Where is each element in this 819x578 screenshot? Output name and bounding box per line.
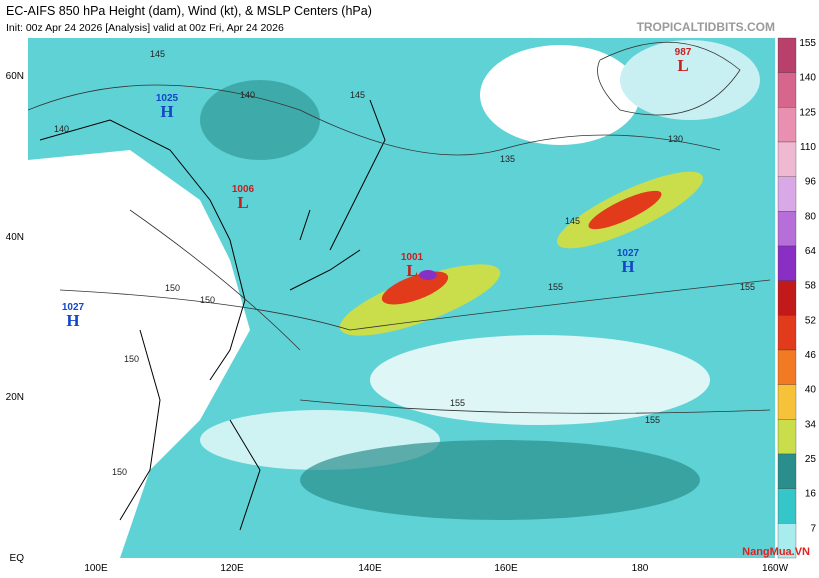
contour-label: 150 [200, 295, 215, 305]
colorbar-segment [777, 280, 797, 316]
colorbar-label: 96 [805, 177, 817, 188]
colorbar-segment [777, 419, 797, 455]
pressure-letter: L [237, 193, 248, 212]
contour-label: 145 [350, 90, 365, 100]
colorbar-label: 16 [805, 489, 817, 500]
contour-label: 145 [150, 49, 165, 59]
pressure-letter: H [621, 257, 634, 276]
longitude-label: 120E [220, 563, 244, 573]
colorbar-segment [777, 523, 797, 559]
colorbar-label: 110 [800, 142, 816, 153]
contour-label: 155 [645, 415, 660, 425]
watermark: NangMua.VN [742, 546, 810, 558]
colorbar-segment [777, 384, 797, 420]
colorbar-segment [777, 72, 797, 108]
pressure-value: 1027 [617, 248, 640, 259]
colorbar-segment [777, 315, 797, 351]
colorbar-segment [777, 488, 797, 524]
latitude-label: 40N [6, 232, 24, 243]
pressure-value: 1001 [401, 252, 424, 263]
source: TROPICALTIDBITS.COM [637, 20, 775, 34]
colorbar-segment [777, 349, 797, 385]
title: EC-AIFS 850 hPa Height (dam), Wind (kt),… [6, 4, 372, 18]
pressure-value: 987 [675, 47, 692, 58]
colorbar-segment [777, 37, 797, 73]
longitude-label: 160E [494, 563, 518, 573]
colorbar-label: 7 [810, 523, 816, 534]
longitude-label: 160W [762, 563, 789, 573]
pressure-letter: L [677, 56, 688, 75]
pressure-value: 1025 [156, 93, 179, 104]
colorbar-label: 25 [805, 454, 817, 465]
map [28, 38, 775, 558]
contour-label: 155 [740, 282, 755, 292]
longitude-label: 180 [632, 563, 649, 573]
contour-label: 130 [668, 134, 683, 144]
contour-label: 155 [450, 398, 465, 408]
colorbar-segment [777, 453, 797, 489]
colorbar-label: 80 [805, 211, 817, 222]
colorbar-label: 64 [805, 246, 817, 257]
contour-label: 155 [548, 282, 563, 292]
contour-label: 150 [112, 467, 127, 477]
latitude-label: 20N [6, 392, 24, 403]
colorbar-label: 46 [805, 350, 817, 361]
subtitle: Init: 00z Apr 24 2026 [Analysis] valid a… [6, 22, 284, 34]
contour-label: 140 [240, 90, 255, 100]
colorbar-segment [777, 141, 797, 177]
colorbar-label: 58 [805, 281, 817, 292]
colorbar-label: 140 [799, 73, 816, 84]
colorbar-label: 125 [799, 107, 816, 118]
pressure-value: 1006 [232, 184, 255, 195]
pressure-value: 1027 [62, 302, 85, 313]
colorbar-label: 34 [805, 419, 817, 430]
contour-label: 150 [124, 354, 139, 364]
pressure-letter: H [66, 311, 79, 330]
pressure-letter: L [406, 261, 417, 280]
colorbar-segment [777, 176, 797, 212]
colorbar-segment [777, 107, 797, 143]
colorbar-label: 155 [799, 38, 816, 49]
contour-label: 145 [565, 216, 580, 226]
contour-label: 135 [500, 154, 515, 164]
colorbar-segment [777, 211, 797, 247]
colorbar-segment [777, 245, 797, 281]
contour-label: 150 [165, 283, 180, 293]
latitude-label: EQ [10, 553, 25, 564]
longitude-label: 100E [84, 563, 108, 573]
contour-label: 140 [54, 124, 69, 134]
latitude-label: 60N [6, 71, 24, 82]
colorbar-label: 40 [805, 385, 817, 396]
pressure-letter: H [160, 102, 173, 121]
colorbar-label: 52 [805, 315, 817, 326]
longitude-label: 140E [358, 563, 382, 573]
